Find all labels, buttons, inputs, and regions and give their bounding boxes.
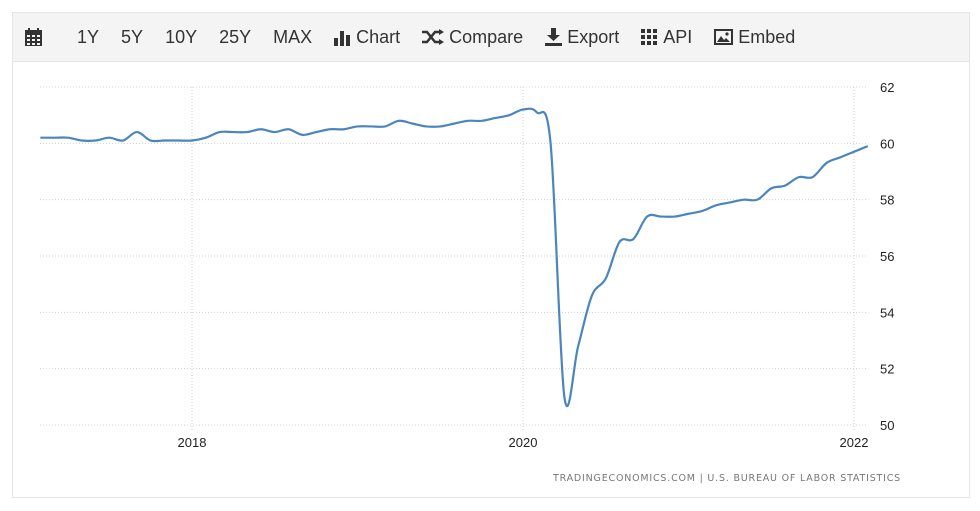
shuffle-icon [422,29,445,45]
embed-label: Embed [738,26,796,47]
y-tick-label: 62 [880,80,894,95]
y-tick-label: 56 [880,249,894,264]
compare-label: Compare [449,26,524,47]
x-tick-label: 2020 [509,435,538,450]
range-5y-button[interactable]: 5Y [121,26,144,47]
data-series-line [40,107,869,408]
toolbar: 1Y 5Y 10Y 25Y MAX Chart Compare Export A… [13,13,969,62]
y-tick-label: 54 [880,305,894,320]
chart-card: 1Y 5Y 10Y 25Y MAX Chart Compare Export A… [12,12,970,498]
y-tick-label: 60 [880,136,894,151]
range-1y-button[interactable]: 1Y [77,26,100,47]
export-button[interactable]: Export [545,27,619,48]
api-button[interactable]: API [641,27,692,48]
compare-button[interactable]: Compare [422,27,523,48]
download-icon [545,28,563,46]
x-tick-label: 2022 [840,435,869,450]
api-label: API [663,26,693,47]
bar-chart-icon [334,30,351,46]
calendar-icon [25,28,42,46]
range-10y-button[interactable]: 10Y [165,26,198,47]
y-tick-label: 50 [880,418,894,433]
y-tick-label: 58 [880,193,894,208]
image-icon [714,29,734,45]
chart-label: Chart [356,26,401,47]
calendar-button[interactable] [25,28,47,46]
y-tick-label: 52 [880,362,894,377]
grid-icon [641,28,658,45]
x-tick-label: 2018 [178,435,207,450]
chart-button[interactable]: Chart [334,27,400,48]
embed-button[interactable]: Embed [714,27,795,48]
range-max-button[interactable]: MAX [273,26,313,47]
export-label: Export [567,26,620,47]
range-25y-button[interactable]: 25Y [219,26,252,47]
source-attribution: TRADINGECONOMICS.COM | U.S. BUREAU OF LA… [553,473,901,484]
